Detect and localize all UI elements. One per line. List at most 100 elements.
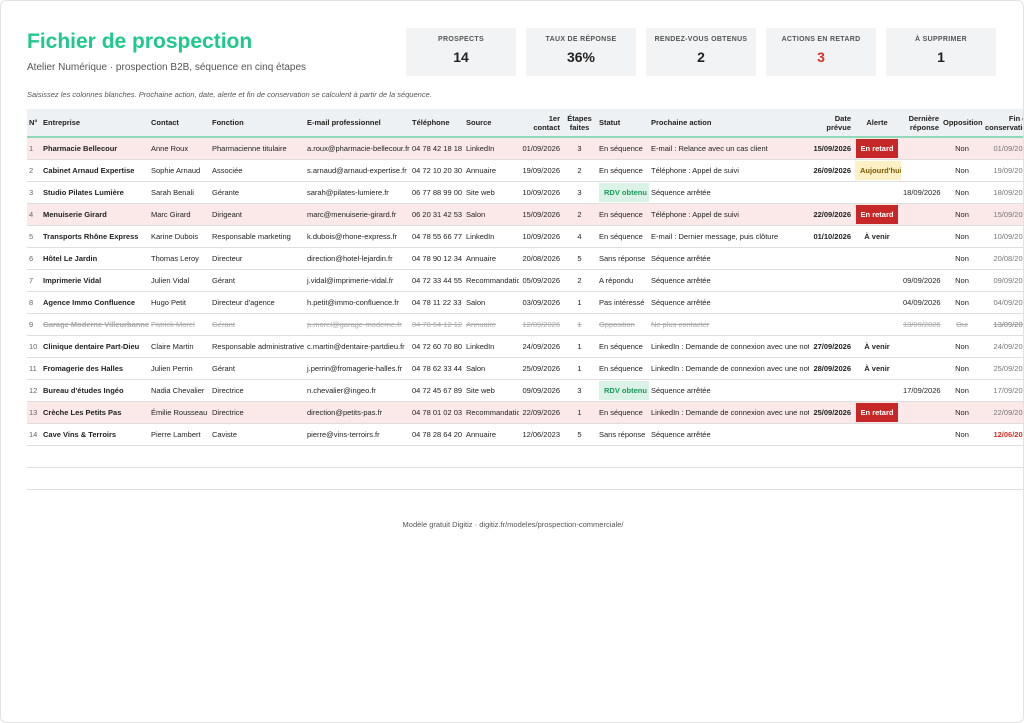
- cell: Non: [941, 423, 983, 446]
- kpi-label: À SUPPRIMER: [915, 36, 967, 43]
- table-row: 2 Cabinet Arnaud Expertise Sophie Arnaud As…: [27, 159, 1023, 182]
- cell: Séquence arrêtée: [649, 247, 809, 270]
- cell: Site web: [464, 379, 519, 402]
- cell-text: pierre@vins-terroirs.fr: [307, 430, 380, 439]
- cell: p.morel@garage-moderne.fr: [305, 313, 410, 336]
- cell-text: Patrick Morel: [151, 320, 195, 329]
- kpi-value: 36%: [566, 49, 596, 65]
- cell: Studio Pilates Lumière: [41, 181, 149, 204]
- table-row: 13 Crèche Les Petits Pas Émilie Rousseau Di…: [27, 401, 1023, 424]
- cell-text: Séquence arrêtée: [651, 188, 711, 197]
- cell-text: 04 78 42 18 18: [412, 144, 463, 153]
- cell: 04 78 90 12 34: [410, 247, 464, 270]
- cell: [901, 159, 941, 182]
- cell-text: Sarah Benali: [151, 188, 194, 197]
- cell-text: 25/09/2026: [522, 364, 560, 373]
- cell-text: p.morel@garage-moderne.fr: [307, 320, 402, 329]
- cell: Sans réponse: [597, 423, 649, 446]
- cell: 15/09/2029: [983, 203, 1023, 226]
- cell-text: Non: [955, 188, 969, 197]
- cell: 3: [562, 137, 597, 160]
- cell: Séquence arrêtée: [649, 181, 809, 204]
- cell: Clinique dentaire Part-Dieu: [41, 335, 149, 358]
- cell: j.vidal@imprimerie-vidal.fr: [305, 269, 410, 292]
- kpi-label: PROSPECTS: [438, 36, 484, 43]
- cell: 13/09/2026: [901, 313, 941, 336]
- cell-text: 15/09/2026: [522, 210, 560, 219]
- cell: 5: [27, 225, 41, 248]
- cell: Transports Rhône Express: [41, 225, 149, 248]
- cell: 19/09/2029: [983, 159, 1023, 182]
- cell-text: Directrice: [212, 408, 244, 417]
- cell-text: Salon: [466, 210, 486, 219]
- cell: Oui: [941, 313, 983, 336]
- cell: Thomas Leroy: [149, 247, 210, 270]
- cell: 01/09/2029: [983, 137, 1023, 160]
- cell: [410, 445, 464, 468]
- cell: 04 78 55 66 77: [410, 225, 464, 248]
- cell-text: 05/09/2026: [522, 276, 560, 285]
- cell-text: j.perrin@fromagerie-halles.fr: [307, 364, 403, 373]
- cell-text: 04 72 10 20 30: [412, 166, 463, 175]
- cell: [519, 445, 562, 468]
- cell-text: Imprimerie Vidal: [43, 276, 102, 285]
- cell: 06 20 31 42 53: [410, 203, 464, 226]
- kpi-value: 14: [453, 49, 469, 65]
- cell-text: j.vidal@imprimerie-vidal.fr: [307, 276, 394, 285]
- table-row: 12 Bureau d'études Ingéo Nadia Chevalier Di…: [27, 379, 1023, 402]
- kpi-value: 2: [697, 49, 705, 65]
- table-row: 1 Pharmacie Bellecour Anne Roux Pharmacienn…: [27, 137, 1023, 160]
- cell-text: Directeur: [212, 254, 243, 263]
- cell: 12/06/2026: [983, 423, 1023, 446]
- cell: 7: [27, 269, 41, 292]
- alert-badge: En retard: [855, 205, 899, 224]
- cell-text: 13/09/2029: [993, 320, 1023, 329]
- cell-text: En séquence: [599, 342, 643, 351]
- column-header: 1er contact: [519, 109, 562, 138]
- cell: [941, 467, 983, 490]
- cell: Opposition: [597, 313, 649, 336]
- cell: 17/09/2026: [901, 379, 941, 402]
- cell-text: s.arnaud@arnaud-expertise.fr: [307, 166, 407, 175]
- cell-text: 19/09/2026: [522, 166, 560, 175]
- cell: Directeur: [210, 247, 305, 270]
- cell: [597, 467, 649, 490]
- cell: [809, 269, 853, 292]
- cell-text: Caviste: [212, 430, 238, 439]
- cell-text: k.dubois@rhone-express.fr: [307, 232, 398, 241]
- cell: Non: [941, 225, 983, 248]
- cell: Salon: [464, 203, 519, 226]
- table-row: 10 Clinique dentaire Part-Dieu Claire Mart…: [27, 335, 1023, 358]
- cell: 09/09/2026: [519, 379, 562, 402]
- cell-text: En séquence: [599, 166, 643, 175]
- cell: En retard: [853, 203, 901, 226]
- cell-text: 04 72 45 67 89: [412, 386, 463, 395]
- cell: [983, 445, 1023, 468]
- cell: s.arnaud@arnaud-expertise.fr: [305, 159, 410, 182]
- table-row: 4 Menuiserie Girard Marc Girard Dirigeant ma…: [27, 203, 1023, 226]
- cell-text: Non: [955, 232, 969, 241]
- cell: [809, 379, 853, 402]
- cell-text: direction@petits-pas.fr: [307, 408, 383, 417]
- empty-row: [27, 467, 1023, 490]
- table-row: 6 Hôtel Le Jardin Thomas Leroy Directeur dir…: [27, 247, 1023, 270]
- cell-text: 09/09/2026: [903, 276, 941, 285]
- cell: 13: [27, 401, 41, 424]
- cell-text: Responsable administrative: [212, 342, 305, 351]
- cell: [901, 225, 941, 248]
- cell-text: Oui: [956, 320, 968, 329]
- cell: [809, 467, 853, 490]
- cell: Non: [941, 247, 983, 270]
- cell: [809, 423, 853, 446]
- cell-text: Julien Perrin: [151, 364, 193, 373]
- cell: [41, 467, 149, 490]
- cell: Non: [941, 137, 983, 160]
- cell-text: 04/09/2029: [993, 298, 1023, 307]
- cell-text: 17/09/2029: [993, 386, 1023, 395]
- cell: Imprimerie Vidal: [41, 269, 149, 292]
- cell-text: sarah@pilates-lumiere.fr: [307, 188, 389, 197]
- cell: [853, 181, 901, 204]
- cell: 9: [27, 313, 41, 336]
- cell-text: Sans réponse: [599, 430, 646, 439]
- cell-text: En séquence: [599, 232, 643, 241]
